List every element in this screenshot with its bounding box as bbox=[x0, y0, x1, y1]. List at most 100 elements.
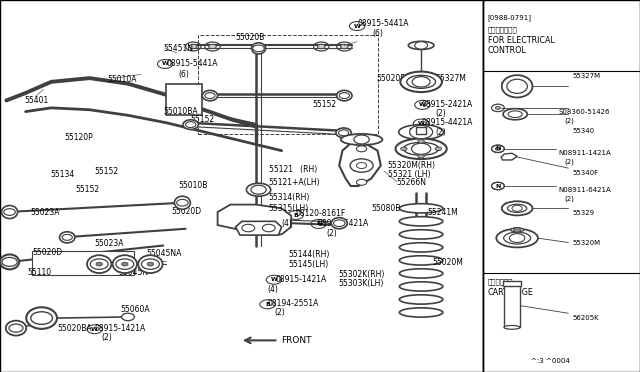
Circle shape bbox=[504, 211, 509, 214]
Ellipse shape bbox=[337, 90, 352, 101]
Text: W: W bbox=[354, 23, 360, 29]
Text: 55314(RH): 55314(RH) bbox=[269, 193, 310, 202]
Circle shape bbox=[4, 209, 15, 215]
Text: 電子制御タイプ: 電子制御タイプ bbox=[488, 26, 517, 33]
Ellipse shape bbox=[404, 142, 439, 155]
Text: 55266N: 55266N bbox=[397, 178, 427, 187]
Bar bbox=[504, 285, 520, 327]
Circle shape bbox=[122, 262, 128, 266]
Ellipse shape bbox=[399, 295, 443, 304]
Circle shape bbox=[504, 203, 509, 206]
Ellipse shape bbox=[396, 139, 447, 159]
Text: 55152: 55152 bbox=[191, 115, 215, 124]
Text: 55241M: 55241M bbox=[428, 208, 458, 217]
Ellipse shape bbox=[408, 41, 434, 49]
Bar bbox=[416, 127, 426, 134]
Circle shape bbox=[512, 205, 522, 211]
Circle shape bbox=[122, 313, 134, 321]
Ellipse shape bbox=[502, 201, 532, 215]
Ellipse shape bbox=[508, 111, 522, 118]
Ellipse shape bbox=[87, 255, 111, 273]
Ellipse shape bbox=[183, 120, 198, 129]
Text: W: W bbox=[92, 327, 98, 332]
Circle shape bbox=[333, 220, 345, 227]
Text: 55152: 55152 bbox=[76, 185, 100, 194]
Text: 55020B: 55020B bbox=[236, 33, 265, 42]
Circle shape bbox=[412, 143, 431, 154]
Ellipse shape bbox=[60, 232, 75, 243]
Circle shape bbox=[31, 312, 52, 324]
Text: FOR ELECTRICAL: FOR ELECTRICAL bbox=[488, 36, 554, 45]
Text: 08911-6421A: 08911-6421A bbox=[317, 219, 369, 228]
Text: 55152: 55152 bbox=[312, 100, 337, 109]
Circle shape bbox=[317, 44, 325, 49]
Ellipse shape bbox=[504, 326, 520, 329]
Circle shape bbox=[189, 44, 197, 49]
Circle shape bbox=[525, 203, 530, 206]
Text: N: N bbox=[495, 183, 500, 189]
Text: S08360-51426: S08360-51426 bbox=[558, 109, 609, 115]
Text: W: W bbox=[419, 102, 426, 108]
Ellipse shape bbox=[202, 90, 218, 101]
Text: W: W bbox=[162, 61, 168, 67]
Ellipse shape bbox=[336, 128, 351, 138]
Text: B: B bbox=[265, 302, 270, 307]
Circle shape bbox=[401, 147, 407, 151]
Circle shape bbox=[354, 135, 369, 144]
Polygon shape bbox=[501, 153, 517, 160]
Text: 55134: 55134 bbox=[50, 170, 74, 179]
Ellipse shape bbox=[332, 218, 348, 229]
Text: FRONT: FRONT bbox=[282, 336, 312, 345]
Circle shape bbox=[418, 154, 424, 158]
Text: 55315(LH): 55315(LH) bbox=[269, 204, 309, 213]
Text: 55020D: 55020D bbox=[32, 248, 62, 257]
Text: 55451N: 55451N bbox=[164, 44, 194, 53]
Ellipse shape bbox=[399, 282, 443, 291]
Ellipse shape bbox=[399, 269, 443, 278]
Text: (6): (6) bbox=[372, 29, 383, 38]
Ellipse shape bbox=[407, 75, 435, 88]
Ellipse shape bbox=[0, 254, 19, 269]
Text: 55120P: 55120P bbox=[64, 133, 93, 142]
Text: W: W bbox=[271, 277, 277, 282]
Circle shape bbox=[339, 93, 349, 99]
Ellipse shape bbox=[502, 75, 532, 97]
Text: 55401: 55401 bbox=[24, 96, 49, 105]
Circle shape bbox=[415, 42, 428, 49]
Text: 55302K(RH): 55302K(RH) bbox=[338, 270, 384, 279]
Circle shape bbox=[356, 146, 367, 152]
Circle shape bbox=[96, 262, 102, 266]
Text: (2): (2) bbox=[435, 128, 446, 137]
Bar bbox=[32, 251, 134, 275]
Ellipse shape bbox=[174, 196, 191, 209]
Text: (2): (2) bbox=[564, 158, 574, 165]
Text: 55080B: 55080B bbox=[371, 204, 401, 213]
Text: (2): (2) bbox=[564, 118, 574, 124]
Text: 55320M: 55320M bbox=[573, 240, 601, 246]
Circle shape bbox=[262, 224, 275, 232]
Circle shape bbox=[62, 234, 72, 240]
Text: 55010BA: 55010BA bbox=[164, 107, 198, 116]
Ellipse shape bbox=[503, 109, 527, 120]
Text: 08915-1421A: 08915-1421A bbox=[275, 275, 326, 284]
Text: (2): (2) bbox=[274, 308, 285, 317]
Circle shape bbox=[356, 163, 367, 169]
Text: 55152: 55152 bbox=[95, 167, 119, 176]
Circle shape bbox=[147, 262, 154, 266]
Text: 55145(LH): 55145(LH) bbox=[288, 260, 328, 269]
Text: 55023A: 55023A bbox=[95, 239, 124, 248]
Text: 55121   (RH): 55121 (RH) bbox=[269, 165, 317, 174]
Bar bbox=[198, 35, 378, 134]
Ellipse shape bbox=[511, 228, 524, 232]
Polygon shape bbox=[236, 221, 282, 235]
Circle shape bbox=[209, 44, 216, 49]
Text: (2): (2) bbox=[101, 333, 112, 342]
Ellipse shape bbox=[6, 321, 26, 336]
Text: 55303K(LH): 55303K(LH) bbox=[338, 279, 383, 288]
Text: 55020BA: 55020BA bbox=[58, 324, 92, 333]
Text: CONTROL: CONTROL bbox=[488, 46, 527, 55]
Ellipse shape bbox=[252, 43, 266, 54]
Text: 08120-8161F: 08120-8161F bbox=[296, 209, 346, 218]
Ellipse shape bbox=[504, 232, 531, 244]
Circle shape bbox=[90, 259, 108, 269]
